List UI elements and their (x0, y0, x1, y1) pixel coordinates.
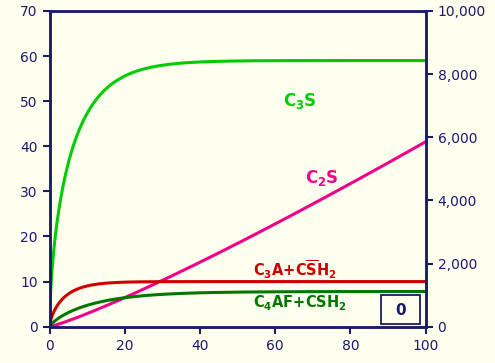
Text: $\mathbf{C_3S}$: $\mathbf{C_3S}$ (283, 91, 316, 111)
FancyBboxPatch shape (381, 295, 420, 325)
Text: 0: 0 (395, 302, 405, 318)
Text: $\mathbf{C_2S}$: $\mathbf{C_2S}$ (305, 168, 339, 188)
Text: $\mathbf{C_4AF{+}C\overline{S}H_2}$: $\mathbf{C_4AF{+}C\overline{S}H_2}$ (252, 291, 346, 313)
Text: $\mathbf{C_3A{+}C\overline{S}H_2}$: $\mathbf{C_3A{+}C\overline{S}H_2}$ (252, 259, 337, 281)
